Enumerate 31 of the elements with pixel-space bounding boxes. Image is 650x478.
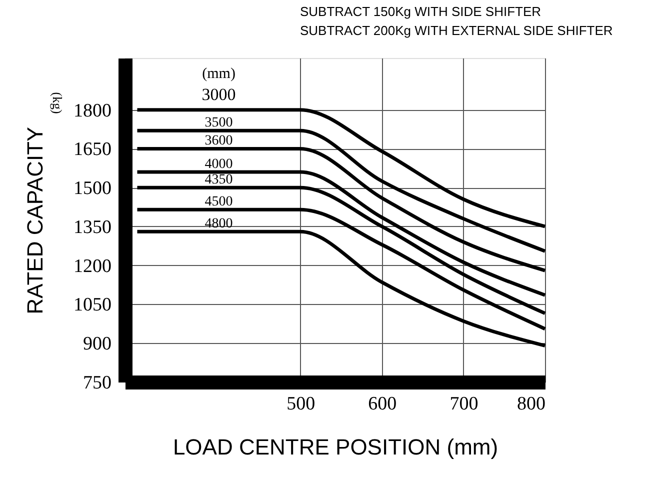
series-label: 3000	[202, 84, 236, 104]
x-tick-label: 500	[286, 394, 316, 414]
y-tick-label: 1350	[74, 216, 112, 238]
y-tick-label: 900	[83, 334, 112, 355]
line-series	[135, 208, 547, 331]
line-series	[135, 146, 547, 272]
series-label: 4000	[204, 157, 233, 172]
line-series	[135, 128, 547, 253]
line-series	[135, 108, 547, 228]
text: SUBTRACT 150Kg WITH SIDE SHIFTER	[300, 4, 542, 19]
line-series	[135, 230, 547, 348]
y-tick-label: 750	[83, 372, 112, 394]
y-tick-label: 1050	[74, 294, 112, 316]
legend-title: (mm)	[202, 66, 236, 82]
x-tick-label: 700	[450, 394, 478, 414]
y-tick-label: 1500	[74, 178, 112, 200]
y-tick-label: 1800	[74, 100, 112, 122]
series-label: 3600	[204, 134, 233, 149]
y-axis-title: RATED CAPACITY	[22, 126, 48, 314]
x-axis-title: LOAD CENTRE POSITION (mm)	[172, 434, 498, 460]
x-tick-label: 600	[368, 394, 397, 414]
text: (kg)	[50, 92, 65, 114]
series-label: 4500	[204, 194, 233, 210]
y-tick-label: 1200	[74, 256, 112, 277]
line-series	[135, 170, 547, 297]
y-tick-label: 1650	[74, 139, 112, 160]
series-label: 3500	[204, 116, 233, 131]
line-series	[135, 186, 547, 316]
text: SUBTRACT 200Kg WITH EXTERNAL SIDE SHIFTER	[300, 23, 613, 38]
series-label: 4350	[204, 172, 233, 188]
x-tick-label: 800	[517, 394, 546, 414]
